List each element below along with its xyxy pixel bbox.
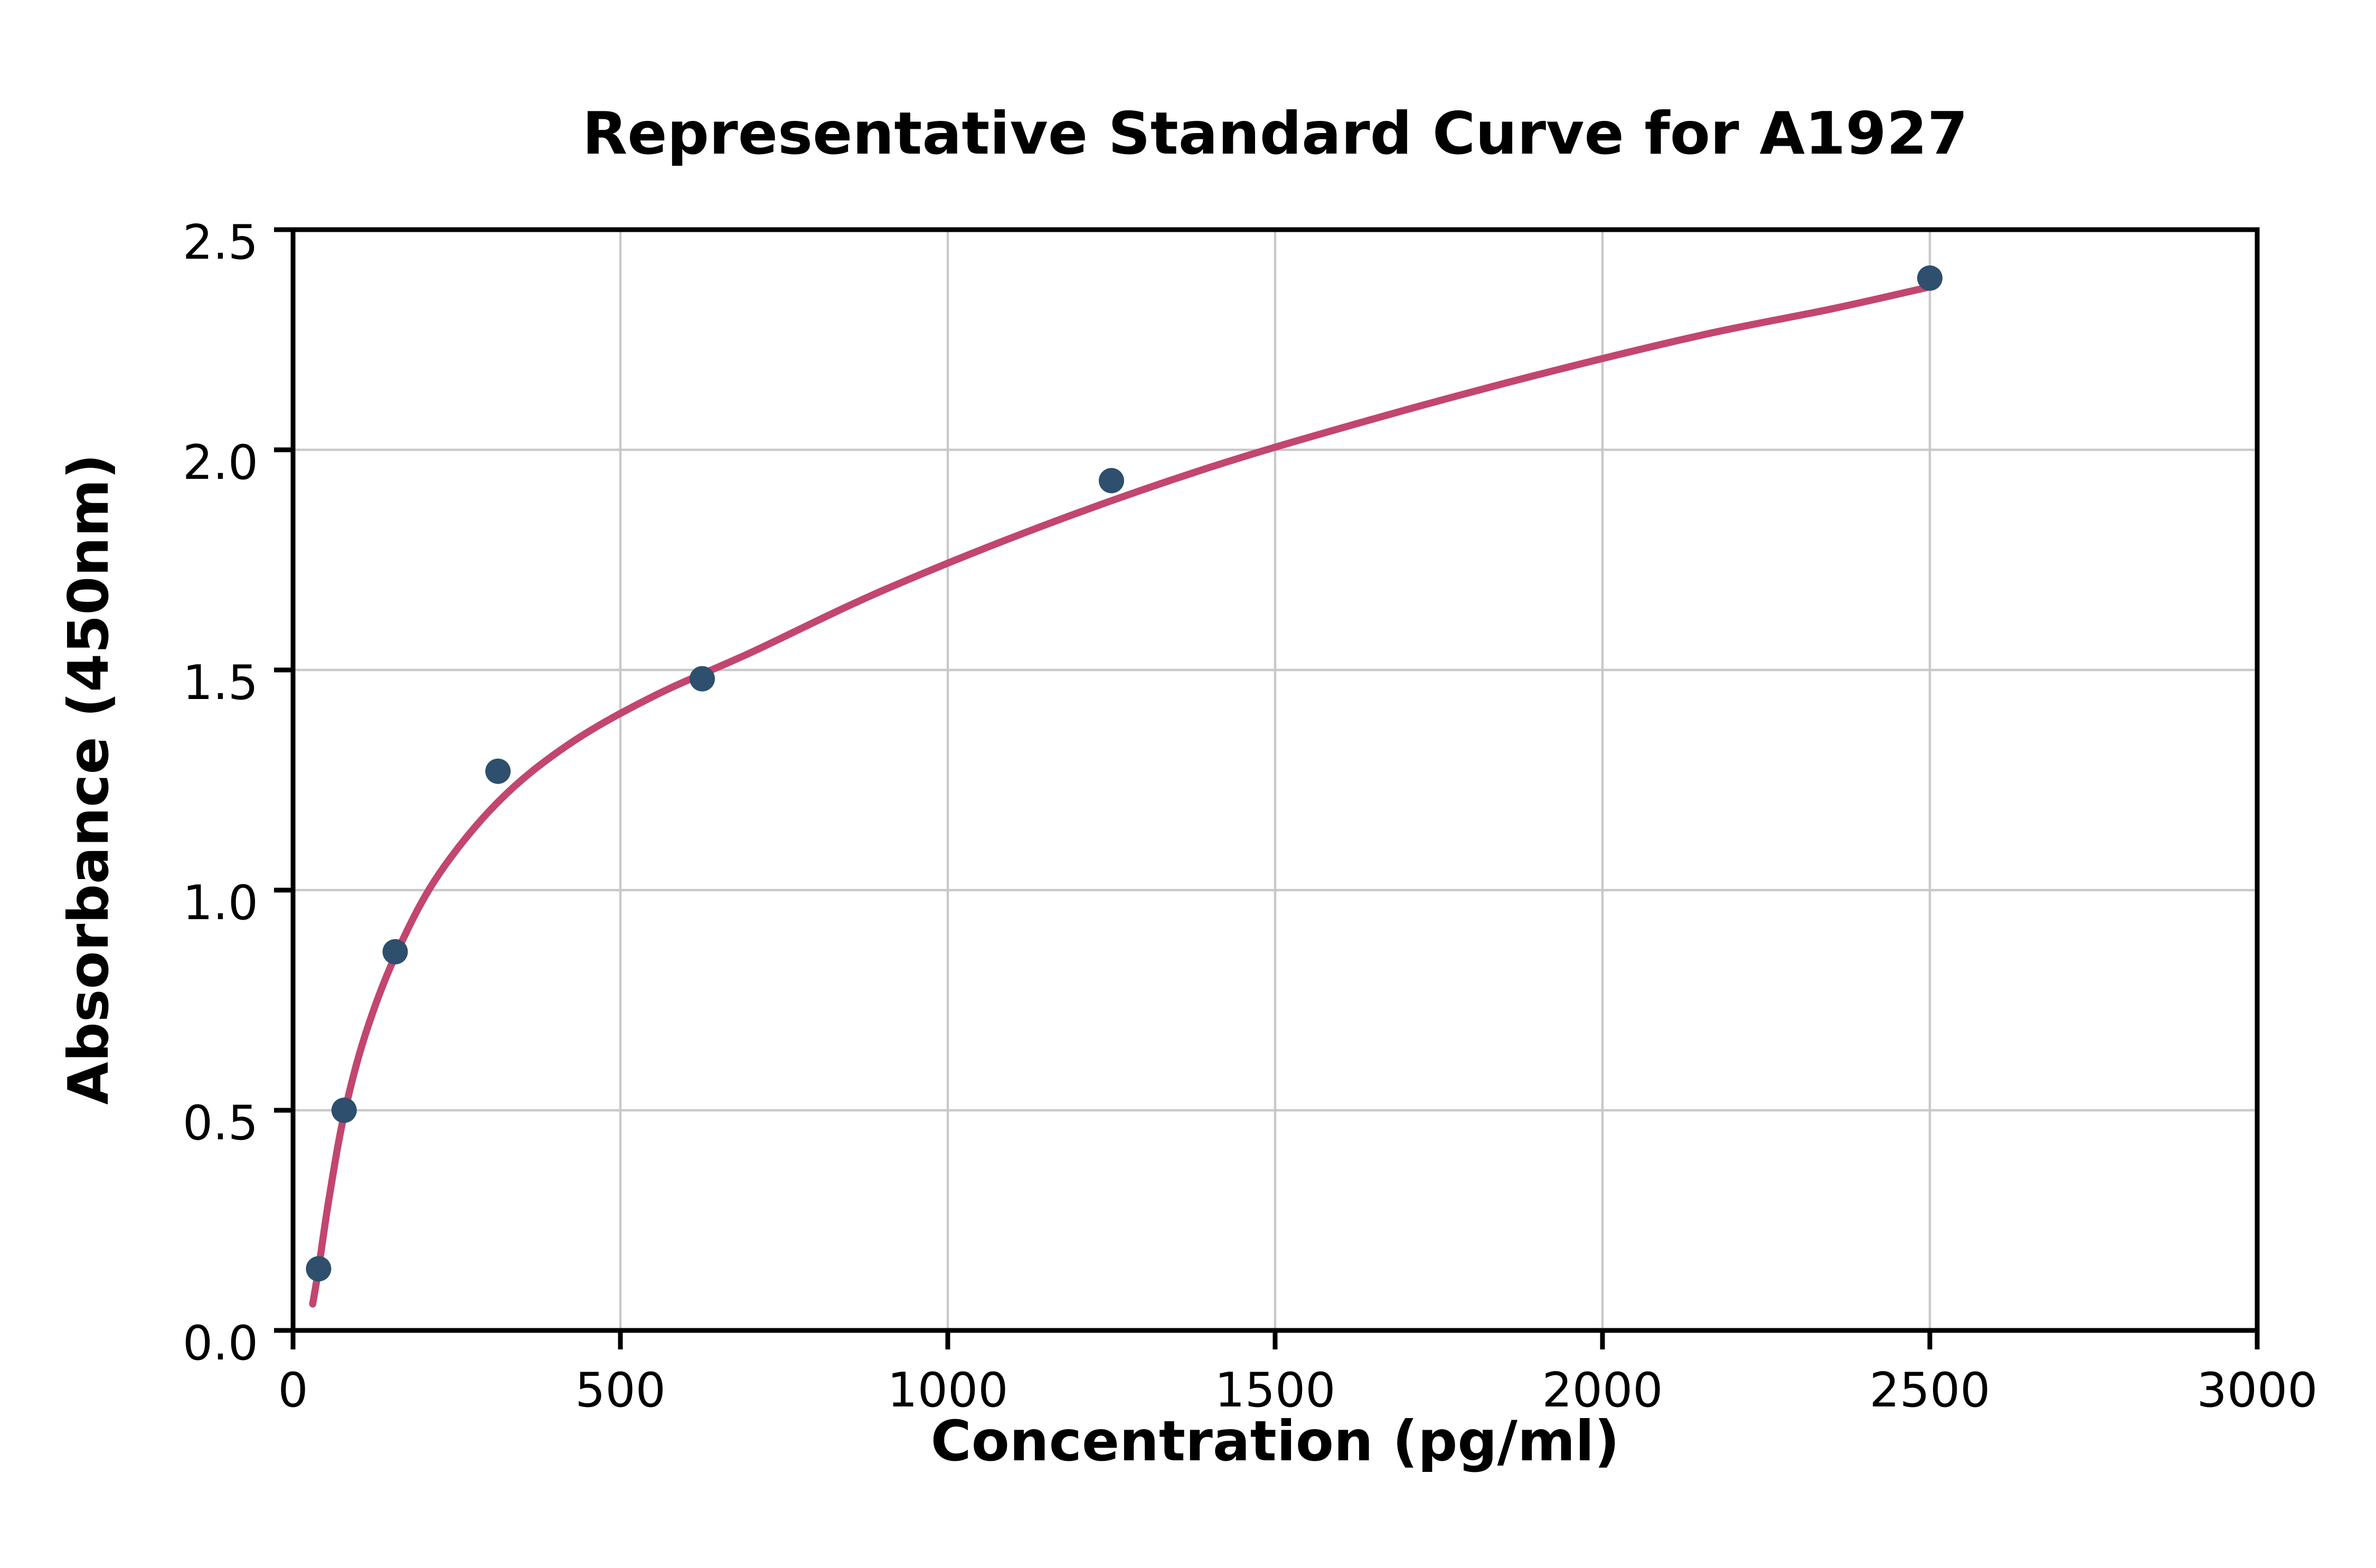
y-tick-label: 0.5 bbox=[183, 1095, 258, 1151]
x-tick-label: 3000 bbox=[2196, 1363, 2317, 1418]
y-axis-label: Absorbance (450nm) bbox=[56, 454, 121, 1105]
x-tick-label: 2500 bbox=[1869, 1363, 1990, 1418]
y-tick-label: 0.0 bbox=[183, 1316, 258, 1371]
chart-title: Representative Standard Curve for A1927 bbox=[582, 100, 1968, 168]
data-point bbox=[485, 758, 511, 784]
data-point bbox=[382, 939, 408, 965]
y-tick-label: 2.0 bbox=[183, 435, 258, 490]
x-tick-label: 0 bbox=[278, 1363, 308, 1418]
y-tick-label: 1.5 bbox=[183, 655, 258, 711]
x-tick-label: 1500 bbox=[1214, 1363, 1335, 1418]
y-tick-label: 1.0 bbox=[183, 875, 258, 931]
plot-area: 0 500 1000 1500 2000 2500 3000 0.0 0.5 1.0 1.5 2.0 2… bbox=[183, 215, 2318, 1418]
data-point bbox=[1917, 265, 1943, 291]
4pl-fit-curve bbox=[309, 283, 1934, 1308]
x-axis-label: Concentration (pg/ml) bbox=[931, 1409, 1620, 1473]
plot-border bbox=[290, 227, 2260, 1333]
x-tick-label: 1000 bbox=[887, 1363, 1008, 1418]
x-tick-label: 500 bbox=[575, 1363, 666, 1418]
y-tick-label: 2.5 bbox=[183, 215, 258, 270]
data-point bbox=[306, 1256, 332, 1282]
data-point bbox=[331, 1098, 357, 1123]
data-point bbox=[1099, 468, 1124, 494]
data-point bbox=[690, 666, 715, 692]
x-tick-label: 2000 bbox=[1542, 1363, 1663, 1418]
